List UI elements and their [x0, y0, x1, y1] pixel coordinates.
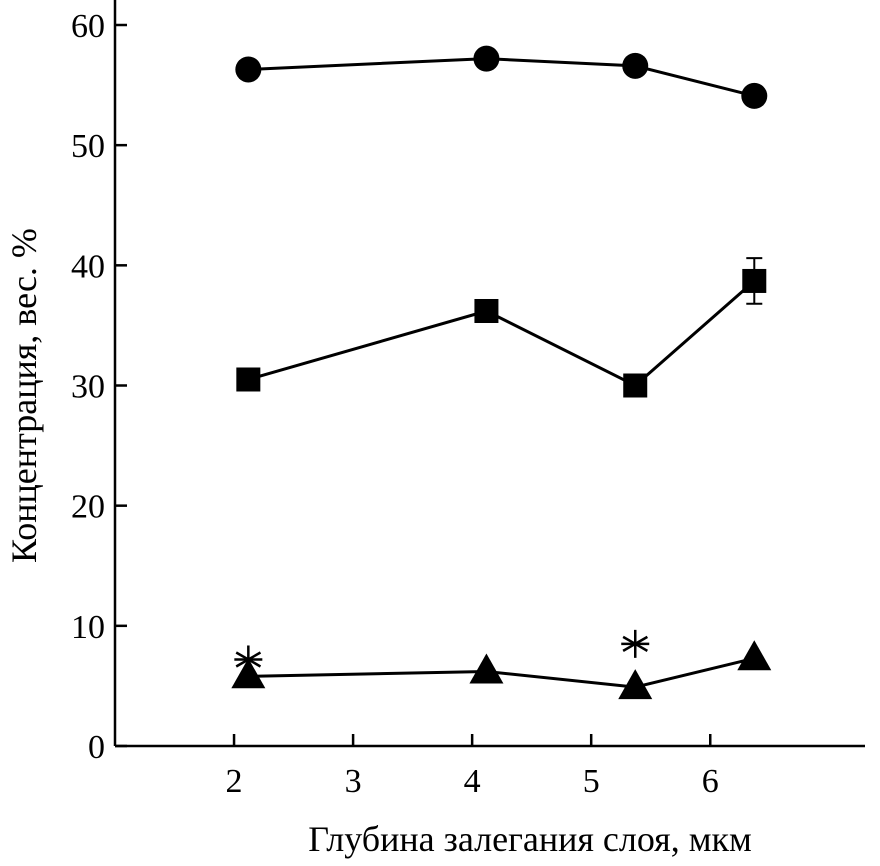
data-point-asterisk — [621, 629, 650, 658]
y-ticks: 0 10 20 30 40 50 60 — [71, 8, 127, 766]
series-line — [248, 57, 755, 98]
x-tick-label: 2 — [226, 763, 243, 800]
x-tick-label: 3 — [345, 763, 362, 800]
y-tick-label: 60 — [71, 8, 105, 45]
y-tick-label: 20 — [71, 489, 105, 526]
data-point-circle — [235, 56, 262, 83]
x-ticks: 2 3 4 5 6 — [226, 734, 719, 800]
series-square — [236, 257, 767, 398]
series-line — [247, 279, 756, 388]
y-tick-label: 40 — [71, 248, 105, 285]
data-point-square — [623, 373, 648, 398]
data-point-triangle — [618, 669, 653, 700]
data-point-square — [236, 367, 261, 392]
data-point-circle — [473, 45, 500, 72]
error-bar — [746, 257, 763, 305]
data-point-square — [474, 298, 499, 323]
axes — [113, 0, 865, 748]
series-circle — [235, 45, 768, 109]
y-tick-label: 30 — [71, 369, 105, 406]
y-tick-label: 10 — [71, 609, 105, 646]
series-triangle — [231, 640, 772, 700]
data-point-circle — [741, 82, 768, 109]
x-tick-label: 4 — [464, 763, 481, 800]
series-asterisk — [234, 629, 650, 674]
x-tick-label: 5 — [583, 763, 600, 800]
y-tick-label: 0 — [88, 729, 105, 766]
data-point-asterisk — [234, 645, 263, 674]
series-line — [248, 656, 755, 689]
data-point-circle — [622, 52, 649, 79]
series-layer — [231, 45, 772, 700]
data-point-triangle — [469, 653, 504, 684]
x-axis-title: Глубина залегания слоя, мкм — [308, 819, 752, 859]
data-point-triangle — [737, 640, 772, 671]
y-tick-label: 50 — [71, 128, 105, 165]
y-axis-title: Концентрация, вес. % — [4, 228, 44, 563]
x-tick-label: 6 — [702, 763, 719, 800]
